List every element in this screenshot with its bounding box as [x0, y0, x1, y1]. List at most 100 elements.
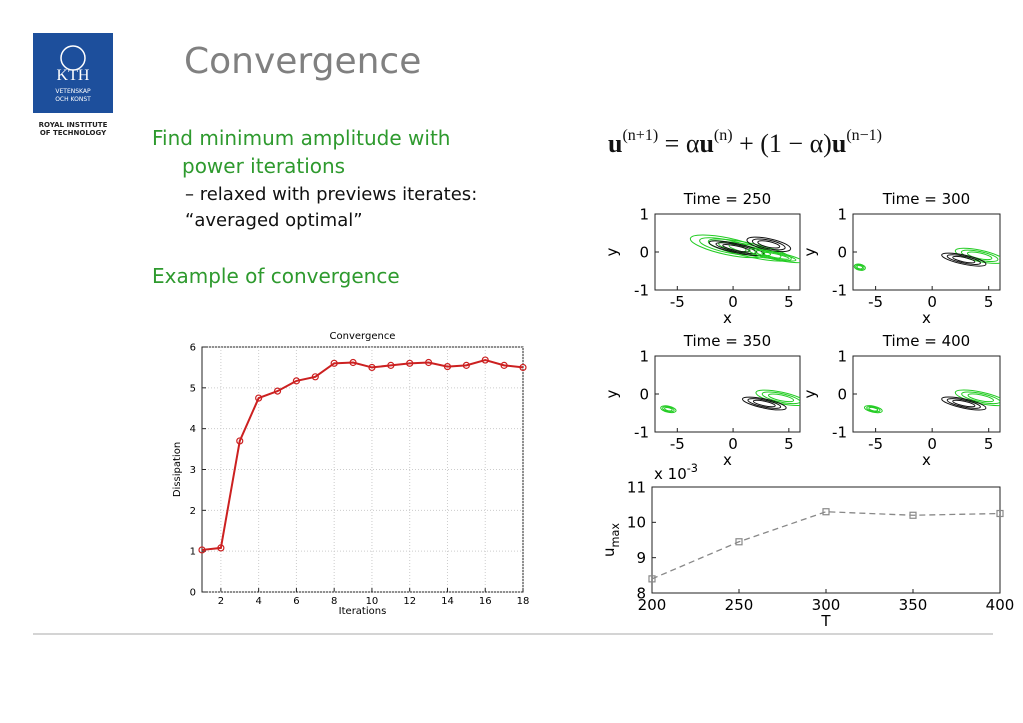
- axis-scale-base: x 10: [654, 465, 687, 483]
- plot-frame: [651, 486, 1001, 594]
- y-tick-label: 0: [837, 385, 847, 403]
- y-tick-label: 6: [190, 343, 196, 354]
- contour: [660, 405, 677, 414]
- axis-scale-exp: -3: [687, 462, 698, 475]
- contour-field: [863, 389, 1000, 414]
- eq-part: u: [699, 129, 713, 158]
- x-tick-label: 250: [725, 596, 754, 614]
- y-tick-label: 1: [837, 205, 847, 223]
- contour: [961, 391, 1000, 405]
- y-axis-label: y: [603, 389, 621, 398]
- data-point: [406, 359, 414, 367]
- contour: [966, 251, 993, 261]
- contour: [761, 251, 790, 260]
- x-tick-label: -5: [868, 293, 883, 311]
- equation: u(n+1) = αu(n) + (1 − α)u(n−1): [608, 127, 882, 158]
- x-tick-label: -5: [868, 435, 883, 453]
- sub-bullet: – relaxed with previews iterates:: [185, 184, 477, 205]
- x-tick-label: 5: [784, 293, 794, 311]
- chart-title: Time = 350: [683, 332, 771, 350]
- bullet: Example of convergence: [152, 264, 400, 288]
- bullet: power iterations: [182, 154, 345, 178]
- data-point: [519, 363, 527, 372]
- x-tick-label: 300: [812, 596, 841, 614]
- data-point: [311, 373, 319, 381]
- contour: [863, 405, 883, 414]
- contour: [722, 244, 751, 253]
- y-tick-label: 11: [627, 478, 646, 496]
- chart-title: Time = 300: [882, 190, 970, 208]
- y-tick-label: 10: [627, 514, 646, 532]
- y-axis-label: Dissipation: [172, 442, 183, 497]
- contour-field: [853, 247, 1000, 271]
- y-axis-label-text: y: [801, 389, 819, 398]
- x-tick-label: 4: [255, 596, 261, 607]
- logo-name: KTH: [57, 67, 90, 84]
- data-point: [349, 358, 357, 367]
- data-point: [198, 546, 206, 554]
- y-tick-label: 1: [837, 347, 847, 365]
- bullet: Find minimum amplitude with: [152, 126, 450, 150]
- y-axis-label: umax: [600, 523, 622, 557]
- data-point: [368, 363, 376, 372]
- eq-sup: (n+1): [622, 127, 658, 144]
- contours: [853, 247, 1000, 271]
- y-axis-label-text: y: [603, 389, 621, 398]
- x-tick-label: 12: [403, 596, 416, 607]
- y-tick-label: 2: [190, 506, 196, 517]
- y-axis-label: y: [801, 247, 819, 256]
- x-tick-label: 200: [638, 596, 667, 614]
- data-point: [255, 394, 263, 402]
- x-tick-label: 6: [293, 596, 299, 607]
- y-tick-label: 0: [639, 243, 649, 261]
- y-tick-label: 0: [639, 385, 649, 403]
- contours: [863, 389, 1000, 414]
- eq-part: u: [832, 129, 846, 158]
- contour: [952, 399, 976, 408]
- contour: [708, 240, 765, 257]
- x-axis-label: Iterations: [339, 606, 387, 617]
- contour: [767, 393, 795, 403]
- y-tick-label: 0: [837, 243, 847, 261]
- x-tick-label: 5: [984, 293, 994, 311]
- eq-part: = α: [658, 129, 700, 158]
- data-point: [822, 508, 830, 516]
- y-tick-label: 4: [190, 424, 196, 435]
- data-point: [443, 363, 452, 371]
- y-tick-label: -1: [832, 281, 847, 299]
- logo-motto: VETENSKAP: [55, 88, 91, 95]
- x-tick-label: 0: [927, 435, 937, 453]
- contour: [855, 264, 865, 271]
- logo-crown: [60, 45, 86, 71]
- data-point: [909, 511, 917, 519]
- contour: [664, 407, 673, 412]
- data-point: [481, 356, 489, 364]
- data-point: [330, 359, 338, 367]
- contour: [741, 396, 787, 411]
- contour: [662, 406, 675, 413]
- chart-title: Time = 250: [683, 190, 771, 208]
- y-tick-label: 9: [636, 549, 646, 567]
- contour: [715, 242, 758, 255]
- x-axis-label: x: [922, 309, 931, 327]
- x-tick-label: 10: [366, 596, 379, 607]
- contour: [952, 255, 976, 264]
- contour: [752, 399, 776, 408]
- x-axis-label: x: [723, 309, 732, 327]
- y-axis-label: y: [603, 247, 621, 256]
- contours: [660, 389, 800, 414]
- contour: [689, 234, 766, 259]
- x-tick-label: 5: [984, 435, 994, 453]
- contour: [967, 393, 995, 403]
- contour-field: [689, 234, 800, 264]
- y-tick-label: 1: [639, 205, 649, 223]
- data-point: [292, 377, 301, 385]
- contour: [866, 406, 881, 413]
- data-point: [648, 575, 656, 583]
- contour: [757, 240, 781, 249]
- y-tick-label: -1: [634, 423, 649, 441]
- y-axis-label-sub: max: [609, 523, 622, 548]
- y-axis-label-text: Dissipation: [172, 442, 183, 497]
- x-axis-label: x: [922, 451, 931, 469]
